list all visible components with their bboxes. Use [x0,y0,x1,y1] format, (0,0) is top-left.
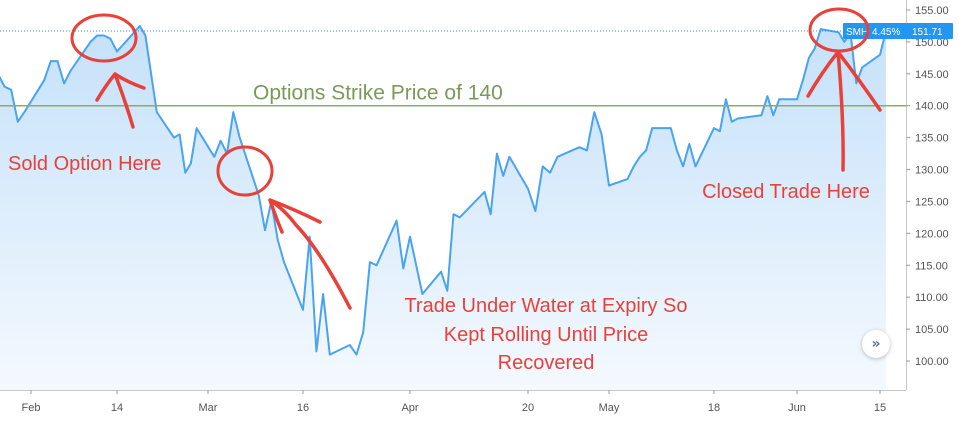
y-tick-label: 120.00 [915,228,949,240]
last-price-symbol: SMH [846,27,868,38]
x-tick-label: 14 [111,402,123,414]
annotation-text: Recovered [498,352,595,374]
time-axis-background [0,390,959,425]
annotation-text: Closed Trade Here [702,181,870,203]
annotation-arrow [806,50,882,172]
y-tick-label: 130.00 [915,165,949,177]
x-tick-label: Jun [788,402,806,414]
y-tick-label: 155.00 [915,5,949,17]
y-tick-label: 145.00 [915,69,949,81]
x-tick-label: 20 [522,402,534,414]
annotation-text: Kept Rolling Until Price [444,324,649,346]
annotation-arrow [268,198,352,310]
highlight-circle [216,145,274,197]
x-tick-label: Feb [22,402,41,414]
y-tick-label: 105.00 [915,324,949,336]
y-tick-label: 135.00 [915,133,949,145]
y-tick-label: 110.00 [915,292,948,304]
x-tick-label: 15 [874,402,886,414]
price-area-fill [0,26,886,390]
last-price-value: 151.71 [912,27,943,38]
price-line [0,25,887,356]
price-axis-background [906,0,959,425]
last-price-change: 4.45% [872,27,900,38]
last-price-badge [843,22,953,39]
annotation-text: Sold Option Here [8,153,161,175]
y-tick-label: 125.00 [915,196,949,208]
strike-price-label: Options Strike Price of 140 [253,82,503,105]
x-tick-label: 18 [708,402,720,414]
y-tick-label: 140.00 [915,101,949,113]
annotation-text: Trade Under Water at Expiry So [404,295,687,317]
annotation-arrow [95,72,146,129]
x-tick-label: Apr [401,402,418,414]
scroll-to-realtime-button[interactable]: » [862,330,890,358]
x-tick-label: Mar [199,402,218,414]
x-tick-label: 16 [297,402,309,414]
y-tick-label: 100.00 [915,356,949,368]
highlight-circle [70,13,138,63]
double-chevron-right-icon: » [871,336,881,352]
y-tick-label: 115.00 [915,260,948,272]
x-tick-label: May [599,402,620,414]
y-tick-label: 150.00 [915,37,949,49]
